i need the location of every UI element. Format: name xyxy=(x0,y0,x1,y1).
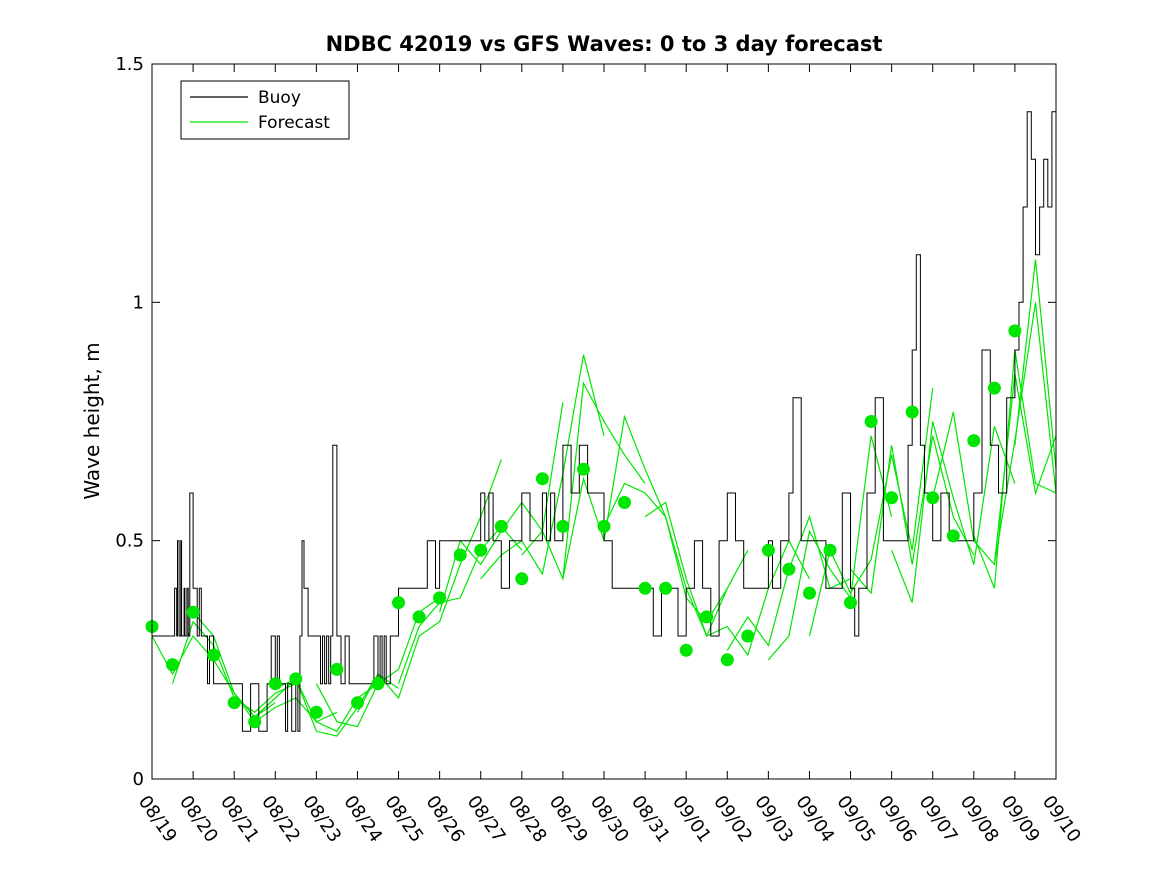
x-tick-label: 09/10 xyxy=(1038,792,1085,847)
x-tick-label: 08/23 xyxy=(298,792,345,847)
analysis-point xyxy=(453,548,467,562)
analysis-point xyxy=(905,405,919,419)
x-tick-label: 09/05 xyxy=(832,792,879,847)
analysis-point xyxy=(618,496,631,509)
analysis-point xyxy=(515,572,529,586)
x-tick-label: 08/28 xyxy=(504,792,551,847)
x-tick-label: 09/04 xyxy=(791,792,838,847)
analysis-point xyxy=(392,596,405,610)
analysis-point xyxy=(186,605,200,619)
analysis-point xyxy=(474,543,488,557)
y-tick-label: 1.5 xyxy=(115,54,144,75)
x-tick-label: 08/25 xyxy=(380,792,427,847)
analysis-point xyxy=(864,415,878,428)
legend-box xyxy=(180,80,350,140)
analysis-point xyxy=(638,581,652,595)
analysis-point xyxy=(946,529,960,543)
analysis-point xyxy=(577,462,590,476)
analysis-point xyxy=(823,543,837,557)
x-tick-label: 08/30 xyxy=(586,792,633,847)
y-tick-label: 0 xyxy=(133,769,144,790)
forecast-line-2 xyxy=(192,611,338,723)
x-tick-label: 08/22 xyxy=(257,792,304,847)
analysis-point xyxy=(268,677,282,691)
analysis-point xyxy=(371,677,385,691)
analysis-point xyxy=(700,610,714,624)
x-tick-label: 09/07 xyxy=(915,792,962,847)
forecast-line-22 xyxy=(993,302,1057,565)
analysis-point xyxy=(967,434,981,448)
x-tick-label: 08/26 xyxy=(422,792,469,847)
x-tick-label: 08/19 xyxy=(134,792,181,847)
analysis-point xyxy=(844,596,857,610)
analysis-point xyxy=(166,658,179,672)
analysis-point xyxy=(885,491,899,505)
analysis-point xyxy=(926,491,940,505)
forecast-line-19 xyxy=(891,421,1016,603)
analysis-point xyxy=(248,715,262,729)
x-tick-label: 08/31 xyxy=(627,792,674,847)
x-tick-label: 08/27 xyxy=(463,792,510,847)
forecast-line-23 xyxy=(1014,259,1057,470)
analysis-point xyxy=(227,696,241,710)
x-tick-label: 08/21 xyxy=(216,792,263,847)
analysis-point xyxy=(679,643,693,657)
forecast-line-16 xyxy=(767,435,893,661)
x-tick-label: 09/03 xyxy=(750,792,797,847)
analysis-point xyxy=(659,581,673,595)
forecast-line-13 xyxy=(644,501,749,638)
buoy-series-line xyxy=(152,111,1056,732)
analysis-point xyxy=(782,562,796,576)
analysis-point xyxy=(351,696,364,710)
analysis-point xyxy=(330,662,344,676)
analysis-point xyxy=(1008,324,1022,338)
analysis-point xyxy=(741,629,755,643)
analysis-point xyxy=(761,543,775,557)
x-tick-label: 09/02 xyxy=(709,792,756,847)
analysis-point xyxy=(535,472,549,486)
x-tick-label: 09/09 xyxy=(997,792,1044,847)
legend-label-buoy: Buoy xyxy=(258,88,301,108)
analysis-point xyxy=(494,519,508,533)
analysis-point xyxy=(207,648,221,662)
x-tick-label: 08/29 xyxy=(545,792,592,847)
x-tick-label: 09/08 xyxy=(956,792,1003,847)
y-tick-label: 1 xyxy=(133,292,144,313)
x-tick-label: 08/24 xyxy=(339,792,386,847)
analysis-point xyxy=(309,705,323,719)
analysis-point xyxy=(556,519,570,533)
analysis-point xyxy=(433,591,447,605)
analysis-points-group xyxy=(145,324,1022,729)
analysis-point xyxy=(987,381,1001,395)
y-axis-label: Wave height, m xyxy=(80,342,104,499)
chart-title: NDBC 42019 vs GFS Waves: 0 to 3 day fore… xyxy=(326,32,883,56)
forecast-line-6 xyxy=(356,459,502,713)
x-tick-label: 09/01 xyxy=(668,792,715,847)
legend: Buoy Forecast xyxy=(180,80,350,140)
forecast-line-18 xyxy=(850,435,975,595)
buoy-series-group xyxy=(152,111,1056,732)
analysis-point xyxy=(597,519,611,533)
y-tick-label: 0.5 xyxy=(115,531,144,552)
analysis-point xyxy=(803,586,816,600)
x-tick-label: 08/20 xyxy=(175,792,222,847)
analysis-point xyxy=(720,653,734,667)
x-tick-label: 09/06 xyxy=(874,792,921,847)
analysis-point xyxy=(289,672,303,686)
legend-label-forecast: Forecast xyxy=(258,113,330,133)
analysis-point xyxy=(412,610,426,624)
